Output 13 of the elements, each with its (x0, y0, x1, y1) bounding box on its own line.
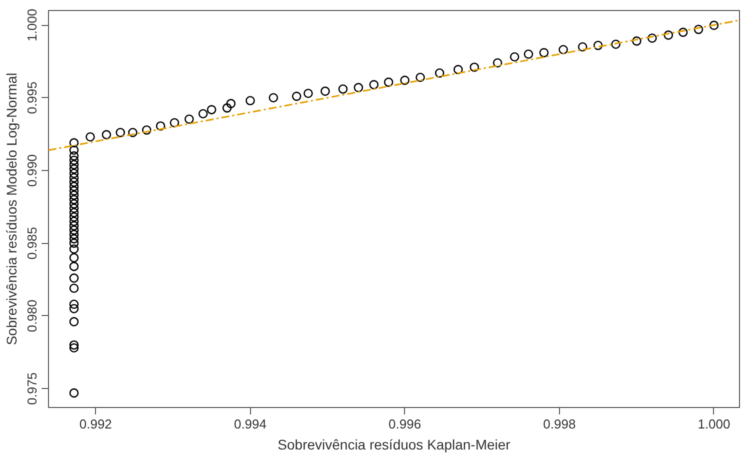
x-tick-label: 0.994 (234, 416, 267, 432)
y-axis-title: Sobrevivência resíduos Modelo Log-Normal (4, 72, 20, 346)
x-tick-label: 0.992 (79, 416, 112, 432)
x-axis-title: Sobrevivência resíduos Kaplan-Meier (278, 436, 511, 452)
y-tick-label: 0.975 (24, 372, 40, 405)
y-tick-label: 1.000 (24, 8, 40, 42)
x-tick-label: 0.998 (543, 416, 576, 432)
x-tick-label: 0.996 (388, 416, 422, 432)
y-tick-label: 0.980 (24, 300, 40, 332)
x-tick-label: 1.000 (698, 416, 730, 432)
y-tick-label: 0.985 (24, 226, 40, 260)
y-tick-label: 0.995 (24, 81, 40, 114)
y-tick-label: 0.990 (24, 154, 40, 187)
